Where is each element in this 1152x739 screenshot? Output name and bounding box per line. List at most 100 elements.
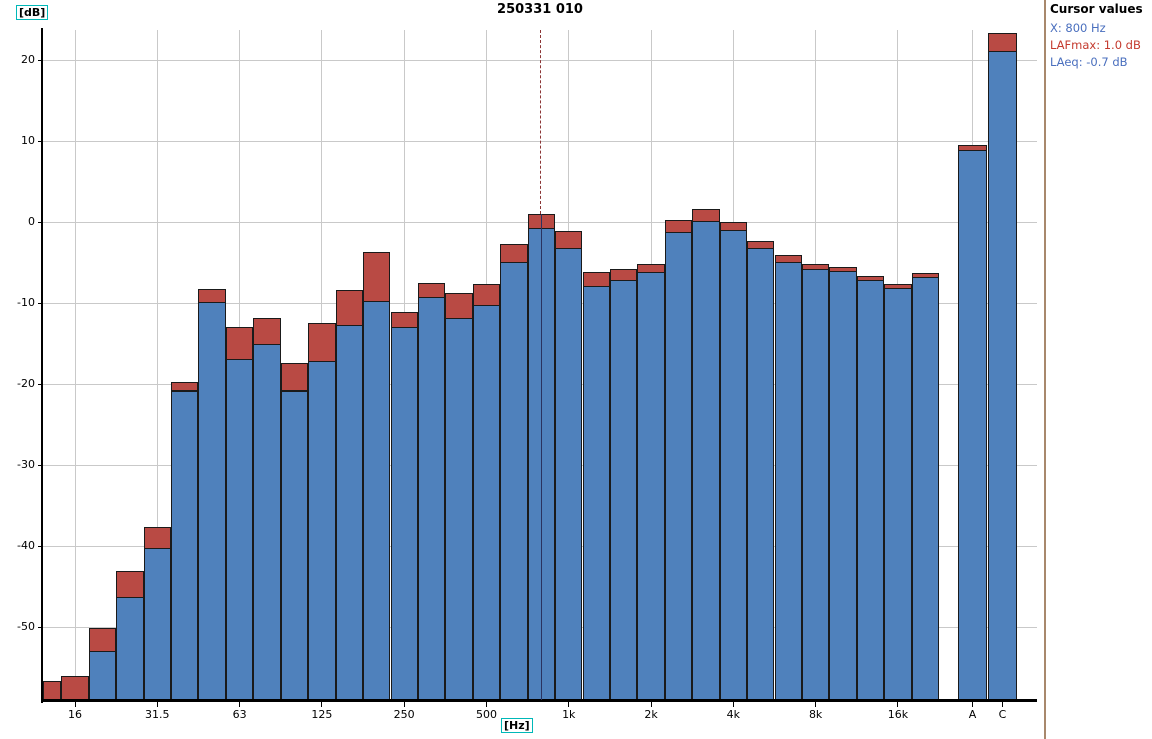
spectrum-bar-laeq-segment[interactable]: [171, 390, 199, 701]
spectrum-bar-lafmax-segment[interactable]: [280, 362, 309, 392]
x-tick-label: 16k: [887, 708, 909, 721]
spectrum-bar-lafmax-segment[interactable]: [61, 675, 89, 701]
spectrum-bar-lafmax-segment[interactable]: [911, 273, 939, 279]
spectrum-bar-laeq-segment[interactable]: [609, 280, 638, 701]
y-tick-mark: [38, 59, 43, 61]
y-tick-mark: [38, 626, 43, 628]
x-tick-label: 1k: [562, 708, 576, 721]
y-tick-mark: [38, 545, 43, 547]
spectrum-bar-laeq-segment[interactable]: [719, 230, 747, 701]
spectrum-bar-lafmax-segment[interactable]: [692, 209, 720, 223]
spectrum-bar-laeq-segment[interactable]: [335, 324, 363, 701]
panel-divider: [1044, 0, 1046, 739]
spectrum-bar-lafmax-segment[interactable]: [363, 252, 391, 302]
spectrum-bar-lafmax-segment[interactable]: [472, 283, 501, 306]
spectrum-bar-laeq-segment[interactable]: [582, 286, 610, 701]
spectrum-bar-laeq-segment[interactable]: [143, 547, 171, 701]
spectrum-bar-lafmax-segment[interactable]: [171, 381, 199, 392]
spectrum-bar-lafmax-segment[interactable]: [308, 323, 336, 362]
y-tick-label: -10: [17, 296, 35, 309]
spectrum-bar-lafmax-segment[interactable]: [500, 243, 528, 263]
spectrum-bar-lafmax-segment[interactable]: [609, 269, 638, 282]
spectrum-bar-laeq-segment[interactable]: [390, 327, 418, 701]
y-tick-label: -40: [17, 539, 35, 552]
x-tick-label: 8k: [808, 708, 823, 721]
spectrum-bar-laeq-segment[interactable]: [884, 287, 912, 701]
spectrum-bar-laeq-segment[interactable]: [856, 279, 885, 701]
spectrum-bar-lafmax-segment[interactable]: [664, 220, 693, 233]
x-axis-line: [43, 699, 1037, 702]
x-tick-mark: [239, 702, 241, 707]
cursor-lafmax-value: LAFmax: 1.0 dB: [1050, 38, 1141, 52]
spectrum-bar-laeq-segment[interactable]: [472, 304, 501, 701]
db-unit-label: [dB]: [16, 5, 49, 20]
spectrum-bar-lafmax-segment[interactable]: [719, 222, 747, 232]
spectrum-bar-lafmax-segment[interactable]: [884, 283, 912, 289]
spectrum-bar-lafmax-segment[interactable]: [198, 289, 226, 304]
chart-title: 250331 010: [497, 2, 583, 17]
spectrum-bar-laeq-segment[interactable]: [417, 296, 446, 701]
x-tick-mark: [568, 702, 570, 707]
spectrum-bar-laeq-segment[interactable]: [280, 390, 309, 701]
spectrum-bar-laeq-segment[interactable]: [445, 317, 473, 701]
spectrum-bar-laeq-segment[interactable]: [116, 597, 144, 701]
spectrum-bar-lafmax-segment[interactable]: [390, 311, 418, 329]
y-tick-mark: [38, 140, 43, 142]
spectrum-bar-laeq-segment[interactable]: [747, 247, 775, 701]
x-tick-label: 31.5: [145, 708, 170, 721]
x-tick-label: 2k: [644, 708, 658, 721]
x-tick-mark: [650, 702, 652, 707]
spectrum-bar-lafmax-segment[interactable]: [555, 230, 583, 249]
cursor-line-dashed[interactable]: [540, 30, 542, 214]
spectrum-bar-laeq-segment[interactable]: [801, 269, 830, 701]
spectrum-bar-lafmax-segment[interactable]: [143, 526, 171, 549]
spectrum-bar-laeq-segment[interactable]: [692, 221, 720, 701]
spectrum-bar-laeq-segment[interactable]: [829, 270, 857, 701]
spectrum-bar-lafmax-segment[interactable]: [582, 272, 610, 287]
spectrum-bar-laeq-segment[interactable]: [664, 231, 693, 701]
spectrum-bar-lafmax-segment[interactable]: [88, 627, 117, 653]
cursor-values-title: Cursor values: [1050, 2, 1143, 16]
spectrum-bar-laeq-segment[interactable]: [911, 277, 939, 701]
spectrum-bar-laeq-segment[interactable]: [363, 300, 391, 701]
spectrum-bar-lafmax-segment[interactable]: [116, 571, 144, 598]
y-tick-mark: [38, 383, 43, 385]
y-tick-label: -30: [17, 458, 35, 471]
x-tick-mark: [1002, 702, 1003, 707]
x-tick-mark: [403, 702, 405, 707]
spectrum-bar-laeq-segment[interactable]: [308, 360, 336, 701]
spectrum-bar-lafmax-segment[interactable]: [829, 266, 857, 272]
x-tick-label: 125: [311, 708, 333, 721]
spectrum-bar-lafmax-segment[interactable]: [335, 290, 363, 326]
spectrum-bar-lafmax-segment[interactable]: [417, 282, 446, 298]
x-tick-label: 63: [232, 708, 247, 721]
spectrum-bar-laeq-segment[interactable]: [637, 272, 665, 701]
cursor-line-solid[interactable]: [540, 213, 542, 700]
spectrum-bar-lafmax-segment[interactable]: [637, 264, 665, 274]
spectrum-bar-lafmax-segment[interactable]: [445, 293, 473, 319]
spectrum-bar-lafmax-segment[interactable]: [43, 681, 62, 701]
total-bar-a-lafmax-segment[interactable]: [958, 145, 987, 151]
spectrum-bar-laeq-segment[interactable]: [253, 344, 281, 701]
spectrum-bar-lafmax-segment[interactable]: [253, 318, 281, 346]
x-tick-label: 500: [475, 708, 497, 721]
gridline-vertical: [74, 30, 76, 700]
spectrum-bar-lafmax-segment[interactable]: [801, 264, 830, 270]
spectrum-bar-lafmax-segment[interactable]: [856, 275, 885, 281]
spectrum-bar-laeq-segment[interactable]: [555, 247, 583, 701]
total-bar-c-lafmax-segment[interactable]: [988, 32, 1017, 53]
spectrum-bar-lafmax-segment[interactable]: [774, 255, 802, 263]
y-tick-mark: [38, 302, 43, 304]
total-bar-c-laeq-segment[interactable]: [988, 51, 1017, 701]
total-bar-a-laeq-segment[interactable]: [958, 149, 987, 701]
y-tick-label: -20: [17, 377, 35, 390]
spectrum-bar-laeq-segment[interactable]: [500, 261, 528, 701]
y-tick-label: 10: [21, 134, 35, 147]
spectrum-bar-laeq-segment[interactable]: [225, 358, 254, 701]
spectrum-bar-laeq-segment[interactable]: [774, 261, 802, 701]
spectrum-bar-laeq-segment[interactable]: [198, 302, 226, 701]
spectrum-bar-laeq-segment[interactable]: [88, 651, 117, 701]
spectrum-bar-lafmax-segment[interactable]: [225, 326, 254, 360]
spectrum-bar-lafmax-segment[interactable]: [747, 240, 775, 249]
x-tick-label: 250: [393, 708, 415, 721]
